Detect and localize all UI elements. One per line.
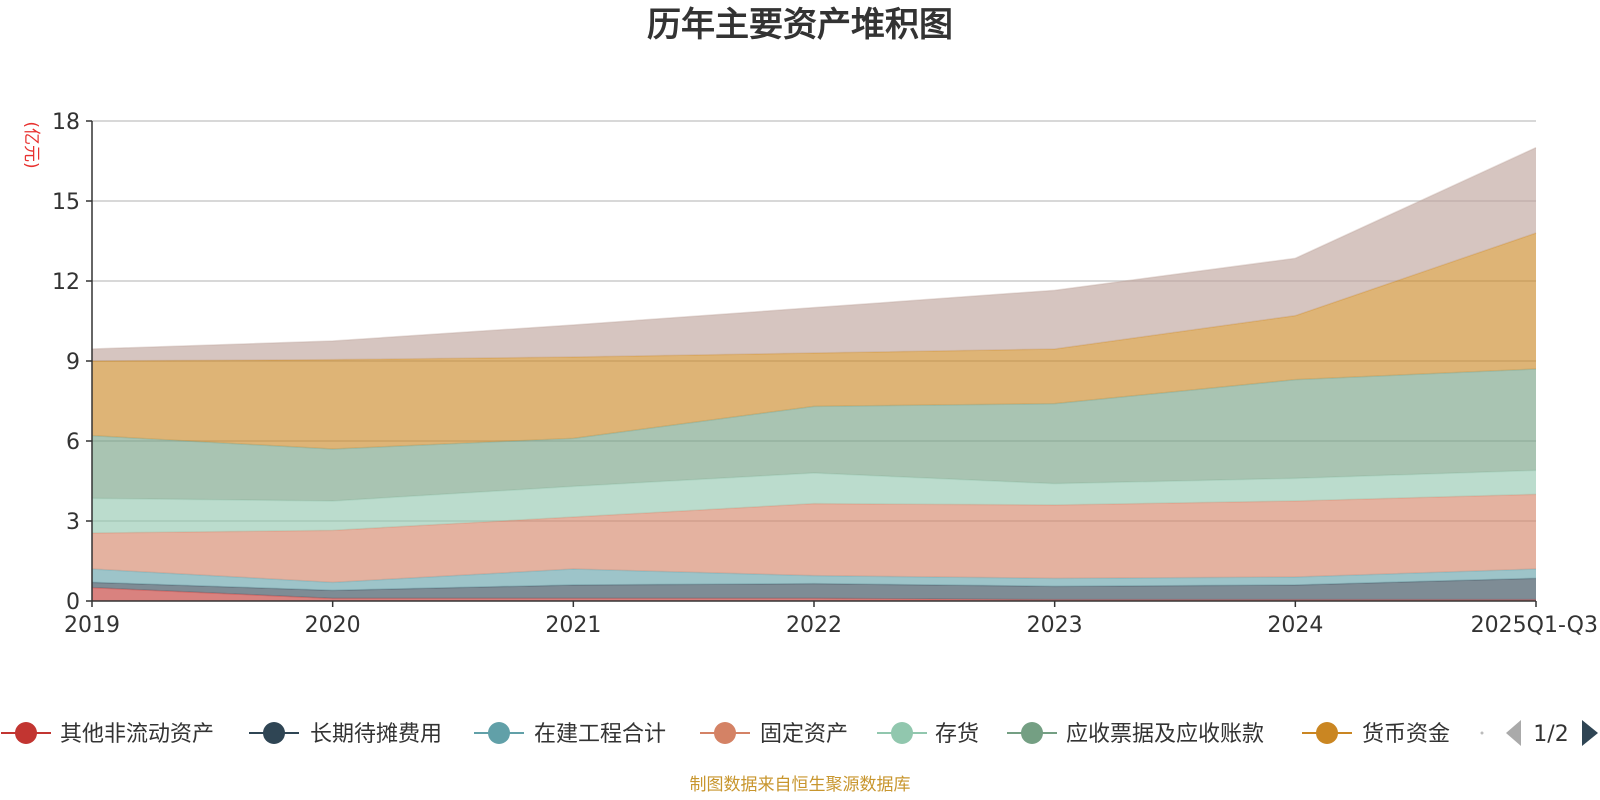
- legend-swatch-dot: [1316, 722, 1338, 744]
- legend-item[interactable]: 在建工程合计: [474, 722, 666, 747]
- x-tick-label: 2022: [786, 613, 842, 638]
- area-series-2: [92, 569, 1536, 591]
- area-line-7: [91, 146, 1537, 350]
- legend-item[interactable]: 货币资金: [1302, 722, 1450, 747]
- legend-label: 货币资金: [1362, 722, 1450, 747]
- x-tick-label: 2020: [305, 613, 361, 638]
- x-tick-label: 2025Q1-Q3: [1471, 613, 1598, 638]
- area-series-5: [92, 369, 1536, 501]
- legend: 其他非流动资产 长期待摊费用 在建工程合计 固定资产 存货 应收票据及应收账款 货币资金 1/…: [1, 720, 1598, 747]
- y-axis-unit: (亿元): [21, 121, 41, 168]
- area-series-3: [92, 494, 1536, 583]
- legend-swatch-dot: [1021, 722, 1043, 744]
- x-tick-label: 2024: [1267, 613, 1323, 638]
- legend-label: 存货: [935, 722, 979, 747]
- data-source-note: 制图数据来自恒生聚源数据库: [690, 775, 911, 795]
- legend-overflow-dot: [1480, 731, 1484, 735]
- area-series-group: [91, 146, 1537, 601]
- legend-swatch-dot: [263, 722, 285, 744]
- legend-item[interactable]: 存货: [877, 722, 979, 747]
- legend-item[interactable]: 其他非流动资产: [1, 722, 214, 747]
- x-tick-label: 2023: [1027, 613, 1083, 638]
- legend-label: 其他非流动资产: [60, 722, 214, 747]
- legend-swatch-dot: [488, 722, 510, 744]
- legend-item[interactable]: 固定资产: [700, 722, 848, 747]
- legend-next-page-icon[interactable]: [1582, 720, 1598, 746]
- legend-swatch-dot: [714, 722, 736, 744]
- y-tick-label: 15: [52, 190, 80, 215]
- axes: 0 3 6 9 12 15 18 2019 2020 2021 2022 2023 2024 2025Q1…: [52, 110, 1598, 638]
- legend-label: 在建工程合计: [534, 722, 666, 747]
- y-tick-label: 12: [52, 270, 80, 295]
- y-tick-label: 6: [66, 430, 80, 455]
- x-tick-label: 2021: [545, 613, 601, 638]
- legend-item[interactable]: 长期待摊费用: [249, 722, 442, 747]
- y-tick-label: 0: [66, 590, 80, 615]
- chart-title: 历年主要资产堆积图: [647, 5, 953, 45]
- legend-label: 固定资产: [760, 722, 848, 747]
- area-series-6: [92, 233, 1536, 449]
- legend-page-indicator: 1/2: [1533, 722, 1568, 747]
- y-tick-label: 18: [52, 110, 80, 135]
- area-series-1: [92, 578, 1536, 600]
- legend-swatch-dot: [891, 722, 913, 744]
- legend-swatch-dot: [15, 722, 37, 744]
- legend-item[interactable]: 应收票据及应收账款: [1007, 722, 1264, 747]
- area-series-7: [92, 147, 1536, 361]
- x-tick-label: 2019: [64, 613, 120, 638]
- y-tick-label: 3: [66, 510, 80, 535]
- y-tick-label: 9: [66, 350, 80, 375]
- legend-label: 长期待摊费用: [310, 722, 442, 747]
- area-series-4: [92, 470, 1536, 533]
- legend-label: 应收票据及应收账款: [1066, 722, 1264, 747]
- legend-prev-page-icon[interactable]: [1506, 720, 1521, 746]
